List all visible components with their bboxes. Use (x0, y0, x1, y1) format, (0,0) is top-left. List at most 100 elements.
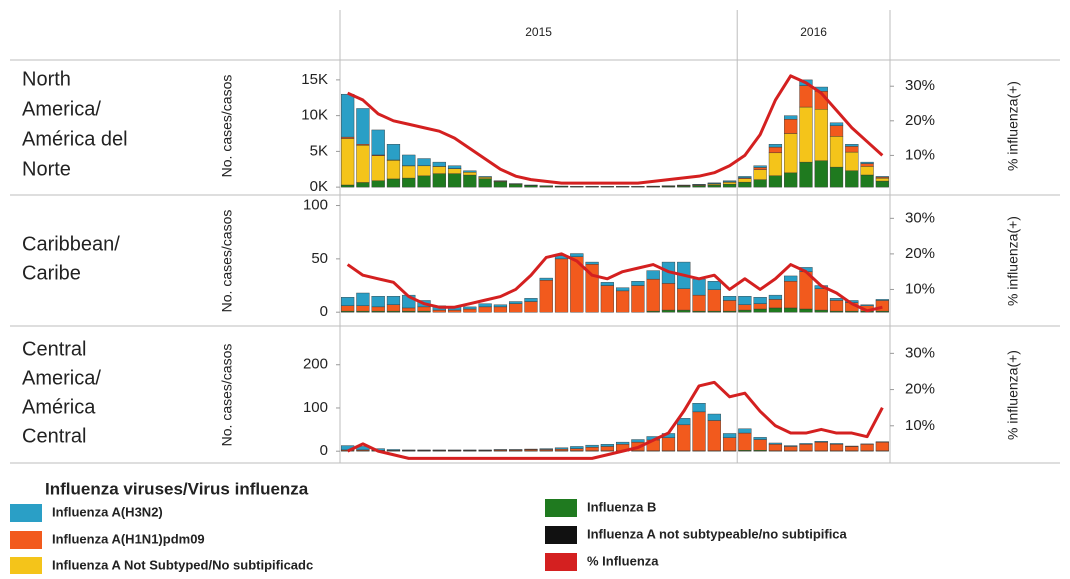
bar-segment (586, 445, 599, 447)
bar-segment (601, 282, 614, 285)
bar-segment (693, 412, 706, 451)
bar-segment (402, 178, 415, 187)
bar-segment (876, 442, 889, 451)
bar-segment (509, 184, 522, 187)
bar-segment (738, 433, 751, 450)
y2-axis-label: % influenza(+) (1005, 216, 1021, 306)
bar-segment (876, 176, 889, 177)
bar-segment (586, 447, 599, 450)
bar-segment (738, 179, 751, 183)
bar-segment (525, 185, 538, 187)
bar-segment (723, 300, 736, 311)
bar-segment (372, 307, 385, 311)
bar-segment (372, 181, 385, 187)
bar-segment (830, 443, 843, 444)
bar-segment (494, 182, 507, 187)
y-tick-label: 0 (320, 303, 328, 320)
region-label: Norte (22, 158, 71, 180)
bar-segment (387, 179, 400, 187)
bar-segment (708, 281, 721, 290)
y2-tick-label: 30% (905, 344, 935, 361)
bar-segment (861, 444, 874, 450)
bar-segment (830, 136, 843, 167)
bar-segment (341, 94, 354, 137)
bar-segment (372, 296, 385, 307)
y2-tick-label: 30% (905, 77, 935, 94)
bar-segment (708, 421, 721, 451)
bar-segment (494, 307, 507, 312)
bar-segment (800, 107, 813, 162)
y-tick-label: 100 (303, 399, 328, 416)
bar-segment (754, 440, 767, 451)
y2-tick-label: 10% (905, 146, 935, 163)
bar-segment (463, 171, 476, 172)
legend-swatch (10, 531, 42, 549)
bar-segment (433, 162, 446, 166)
bar-segment (387, 296, 400, 305)
bar-segment (754, 170, 767, 180)
y2-tick-label: 30% (905, 209, 935, 226)
y2-tick-label: 20% (905, 381, 935, 398)
bar-segment (830, 444, 843, 450)
bar-segment (800, 162, 813, 187)
legend-swatch (10, 557, 42, 574)
bar-segment (723, 184, 736, 187)
bar-segment (357, 293, 370, 306)
y-tick-label: 200 (303, 356, 328, 373)
legend-swatch (545, 553, 577, 571)
bar-segment (540, 449, 553, 450)
bar-segment (830, 300, 843, 311)
bar-segment (463, 172, 476, 175)
bar-segment (784, 281, 797, 308)
y-tick-label: 50 (311, 250, 328, 267)
bar-segment (479, 177, 492, 178)
bar-segment (372, 156, 385, 181)
bar-segment (754, 166, 767, 168)
bar-segment (830, 126, 843, 137)
bar-segment (784, 308, 797, 312)
bar-segment (769, 153, 782, 176)
bar-segment (494, 305, 507, 307)
bar-segment (800, 444, 813, 450)
bar-segment (723, 181, 736, 182)
bar-segment (357, 306, 370, 311)
bar-segment (418, 166, 431, 176)
legend-swatch (10, 504, 42, 522)
bar-segment (769, 295, 782, 299)
bar-segment (769, 176, 782, 187)
bar-segment (632, 440, 645, 443)
region-label: Central (22, 425, 86, 447)
y2-axis-label: % influenza(+) (1005, 350, 1021, 440)
y2-tick-label: 20% (905, 112, 935, 129)
bar-segment (708, 290, 721, 311)
bar-segment (387, 305, 400, 311)
year-label: 2016 (800, 25, 827, 39)
bar-segment (769, 444, 782, 450)
bar-segment (738, 305, 751, 310)
bar-segment (540, 280, 553, 312)
bar-segment (754, 309, 767, 312)
bar-segment (845, 152, 858, 171)
bar-segment (448, 174, 461, 188)
region-label: América del (22, 128, 128, 150)
bar-segment (402, 166, 415, 178)
bar-segment (769, 147, 782, 153)
bar-segment (784, 134, 797, 173)
bar-segment (815, 441, 828, 442)
bar-segment (601, 286, 614, 313)
bar-segment (769, 144, 782, 147)
bar-segment (357, 145, 370, 182)
bar-segment (555, 448, 568, 449)
bar-segment (815, 310, 828, 312)
bar-segment (418, 176, 431, 187)
bar-segment (845, 171, 858, 187)
bar-segment (479, 304, 492, 307)
year-label: 2015 (525, 25, 552, 39)
bar-segment (708, 414, 721, 420)
bar-segment (677, 425, 690, 451)
bar-segment (800, 443, 813, 444)
y-tick-label: 100 (303, 197, 328, 214)
bar-segment (800, 309, 813, 312)
bar-segment (433, 310, 446, 312)
